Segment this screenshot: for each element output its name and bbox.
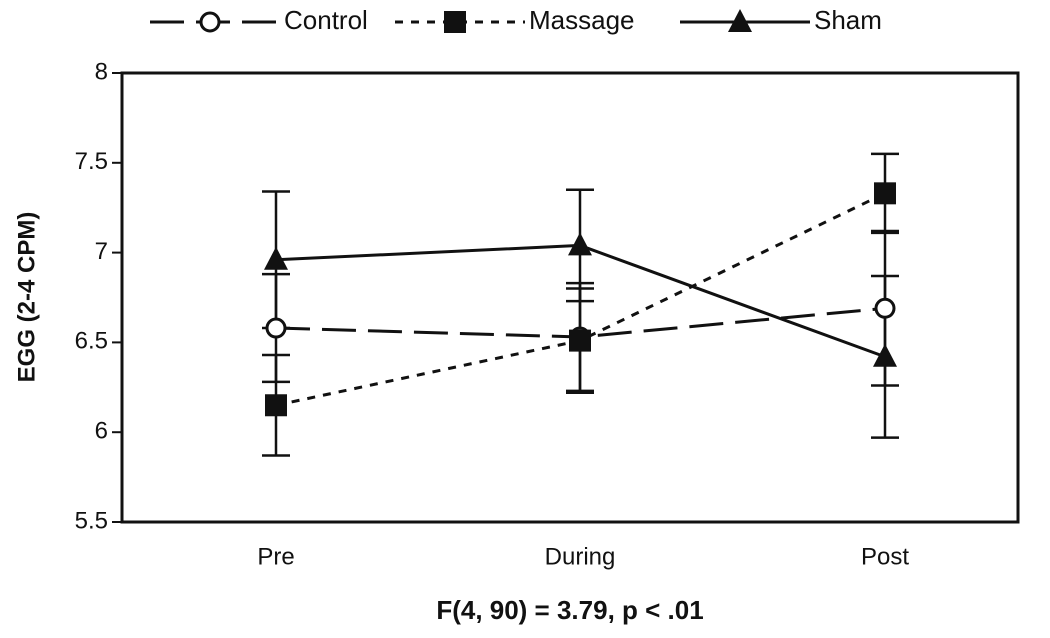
marker: [199, 11, 221, 33]
y-tick-label: 6: [95, 418, 108, 445]
y-tick-label: 8: [95, 58, 108, 85]
y-axis-label: EGG (2-4 CPM): [13, 212, 40, 383]
legend-label: Control: [284, 5, 368, 35]
marker: [568, 232, 592, 256]
marker: [874, 297, 896, 319]
annotation: F(4, 90) = 3.79, p < .01: [436, 595, 703, 625]
y-tick-label: 7.5: [75, 148, 108, 175]
marker: [728, 9, 752, 32]
legend-label: Sham: [814, 5, 882, 35]
marker: [265, 394, 287, 417]
legend-item: Massage: [395, 5, 635, 35]
plot-frame: [120, 71, 1020, 524]
marker: [873, 343, 897, 367]
legend-item: Control: [150, 5, 368, 35]
y-tick-label: 7: [95, 238, 108, 265]
legend-item: Sham: [680, 5, 882, 35]
marker: [265, 317, 287, 339]
marker: [569, 329, 591, 352]
x-tick-label: During: [545, 543, 616, 570]
x-tick-label: Post: [861, 543, 909, 570]
y-tick-label: 5.5: [75, 507, 108, 534]
marker: [264, 246, 288, 270]
legend-label: Massage: [529, 5, 635, 35]
marker: [874, 182, 896, 205]
x-tick-label: Pre: [257, 543, 294, 570]
marker: [444, 11, 466, 33]
y-tick-label: 6.5: [75, 328, 108, 355]
